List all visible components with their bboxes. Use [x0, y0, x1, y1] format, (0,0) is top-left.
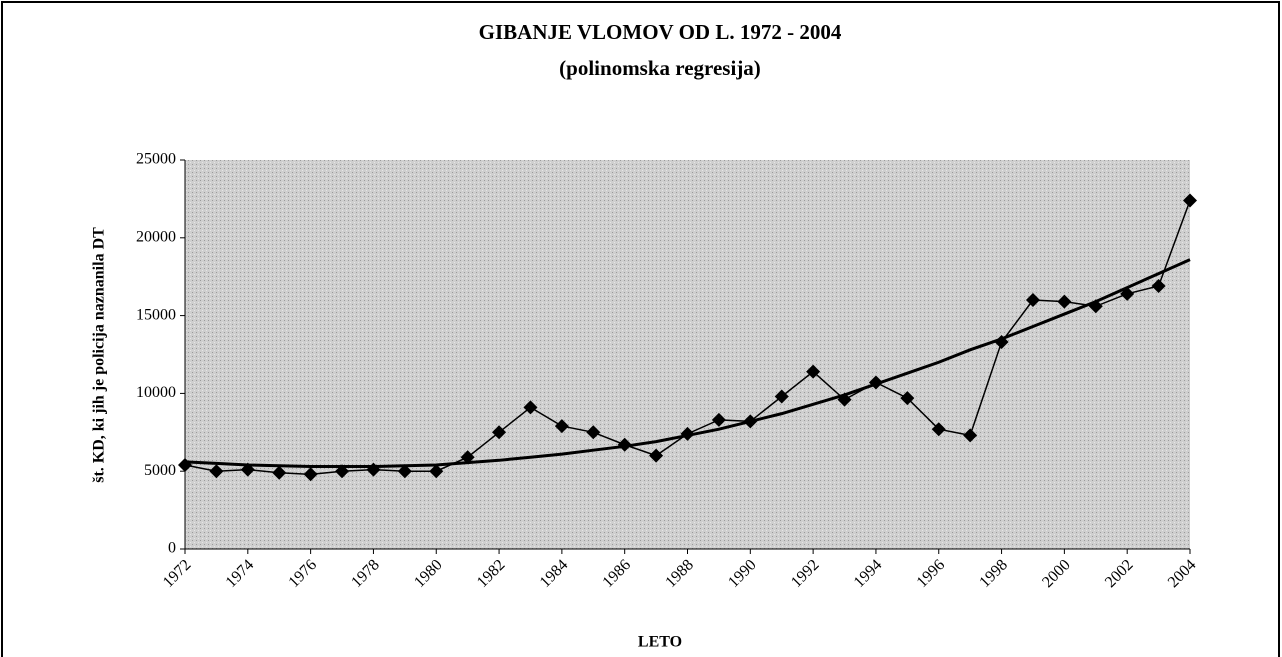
chart-title: GIBANJE VLOMOV OD L. 1972 - 2004 — [479, 20, 842, 44]
y-tick-label: 20000 — [136, 228, 176, 245]
y-axis-title: št. KD, ki jih je policija naznanila DT — [91, 227, 108, 483]
marker — [931, 422, 946, 437]
x-tick-label: 1986 — [599, 556, 634, 591]
marker — [492, 425, 507, 440]
x-tick-label: 1998 — [976, 556, 1011, 591]
x-tick-label: 1990 — [725, 556, 760, 591]
x-tick-label: 2000 — [1039, 556, 1074, 591]
x-tick-label: 2002 — [1102, 556, 1137, 591]
marker — [1057, 294, 1072, 309]
marker — [649, 448, 664, 463]
x-axis-title: LETO — [638, 634, 682, 651]
y-tick-label: 0 — [168, 540, 176, 557]
y-tick-label: 15000 — [136, 306, 176, 323]
chart-subtitle: (polinomska regresija) — [559, 56, 761, 80]
x-tick-label: 1976 — [285, 556, 320, 591]
x-tick-label: 1978 — [348, 556, 383, 591]
marker — [209, 464, 224, 479]
marker — [586, 425, 601, 440]
marker — [460, 450, 475, 465]
marker — [806, 364, 821, 379]
x-tick-label: 1974 — [223, 556, 258, 591]
x-tick-label: 1992 — [788, 556, 823, 591]
x-tick-label: 1980 — [411, 556, 446, 591]
y-tick-label: 10000 — [136, 384, 176, 401]
marker — [554, 419, 569, 434]
trend-line — [184, 258, 1191, 469]
marker — [303, 467, 318, 482]
y-tick-label: 5000 — [144, 462, 176, 479]
x-tick-label: 1972 — [160, 556, 195, 591]
y-tick-label: 25000 — [136, 151, 176, 168]
marker — [711, 412, 726, 427]
x-tick-label: 2004 — [1165, 556, 1200, 591]
marker — [523, 400, 538, 415]
marker — [1183, 193, 1197, 208]
marker — [900, 391, 915, 406]
marker — [1025, 293, 1040, 308]
marker — [397, 464, 412, 479]
marker — [963, 428, 978, 443]
x-tick-label: 1994 — [851, 556, 886, 591]
x-tick-label: 1996 — [914, 556, 949, 591]
marker — [429, 464, 444, 479]
plot-area — [185, 160, 1190, 549]
marker — [1151, 279, 1166, 294]
marker — [774, 389, 789, 404]
marker — [272, 465, 287, 480]
x-tick-label: 1984 — [537, 556, 572, 591]
x-tick-label: 1988 — [662, 556, 697, 591]
x-tick-label: 1982 — [474, 556, 509, 591]
